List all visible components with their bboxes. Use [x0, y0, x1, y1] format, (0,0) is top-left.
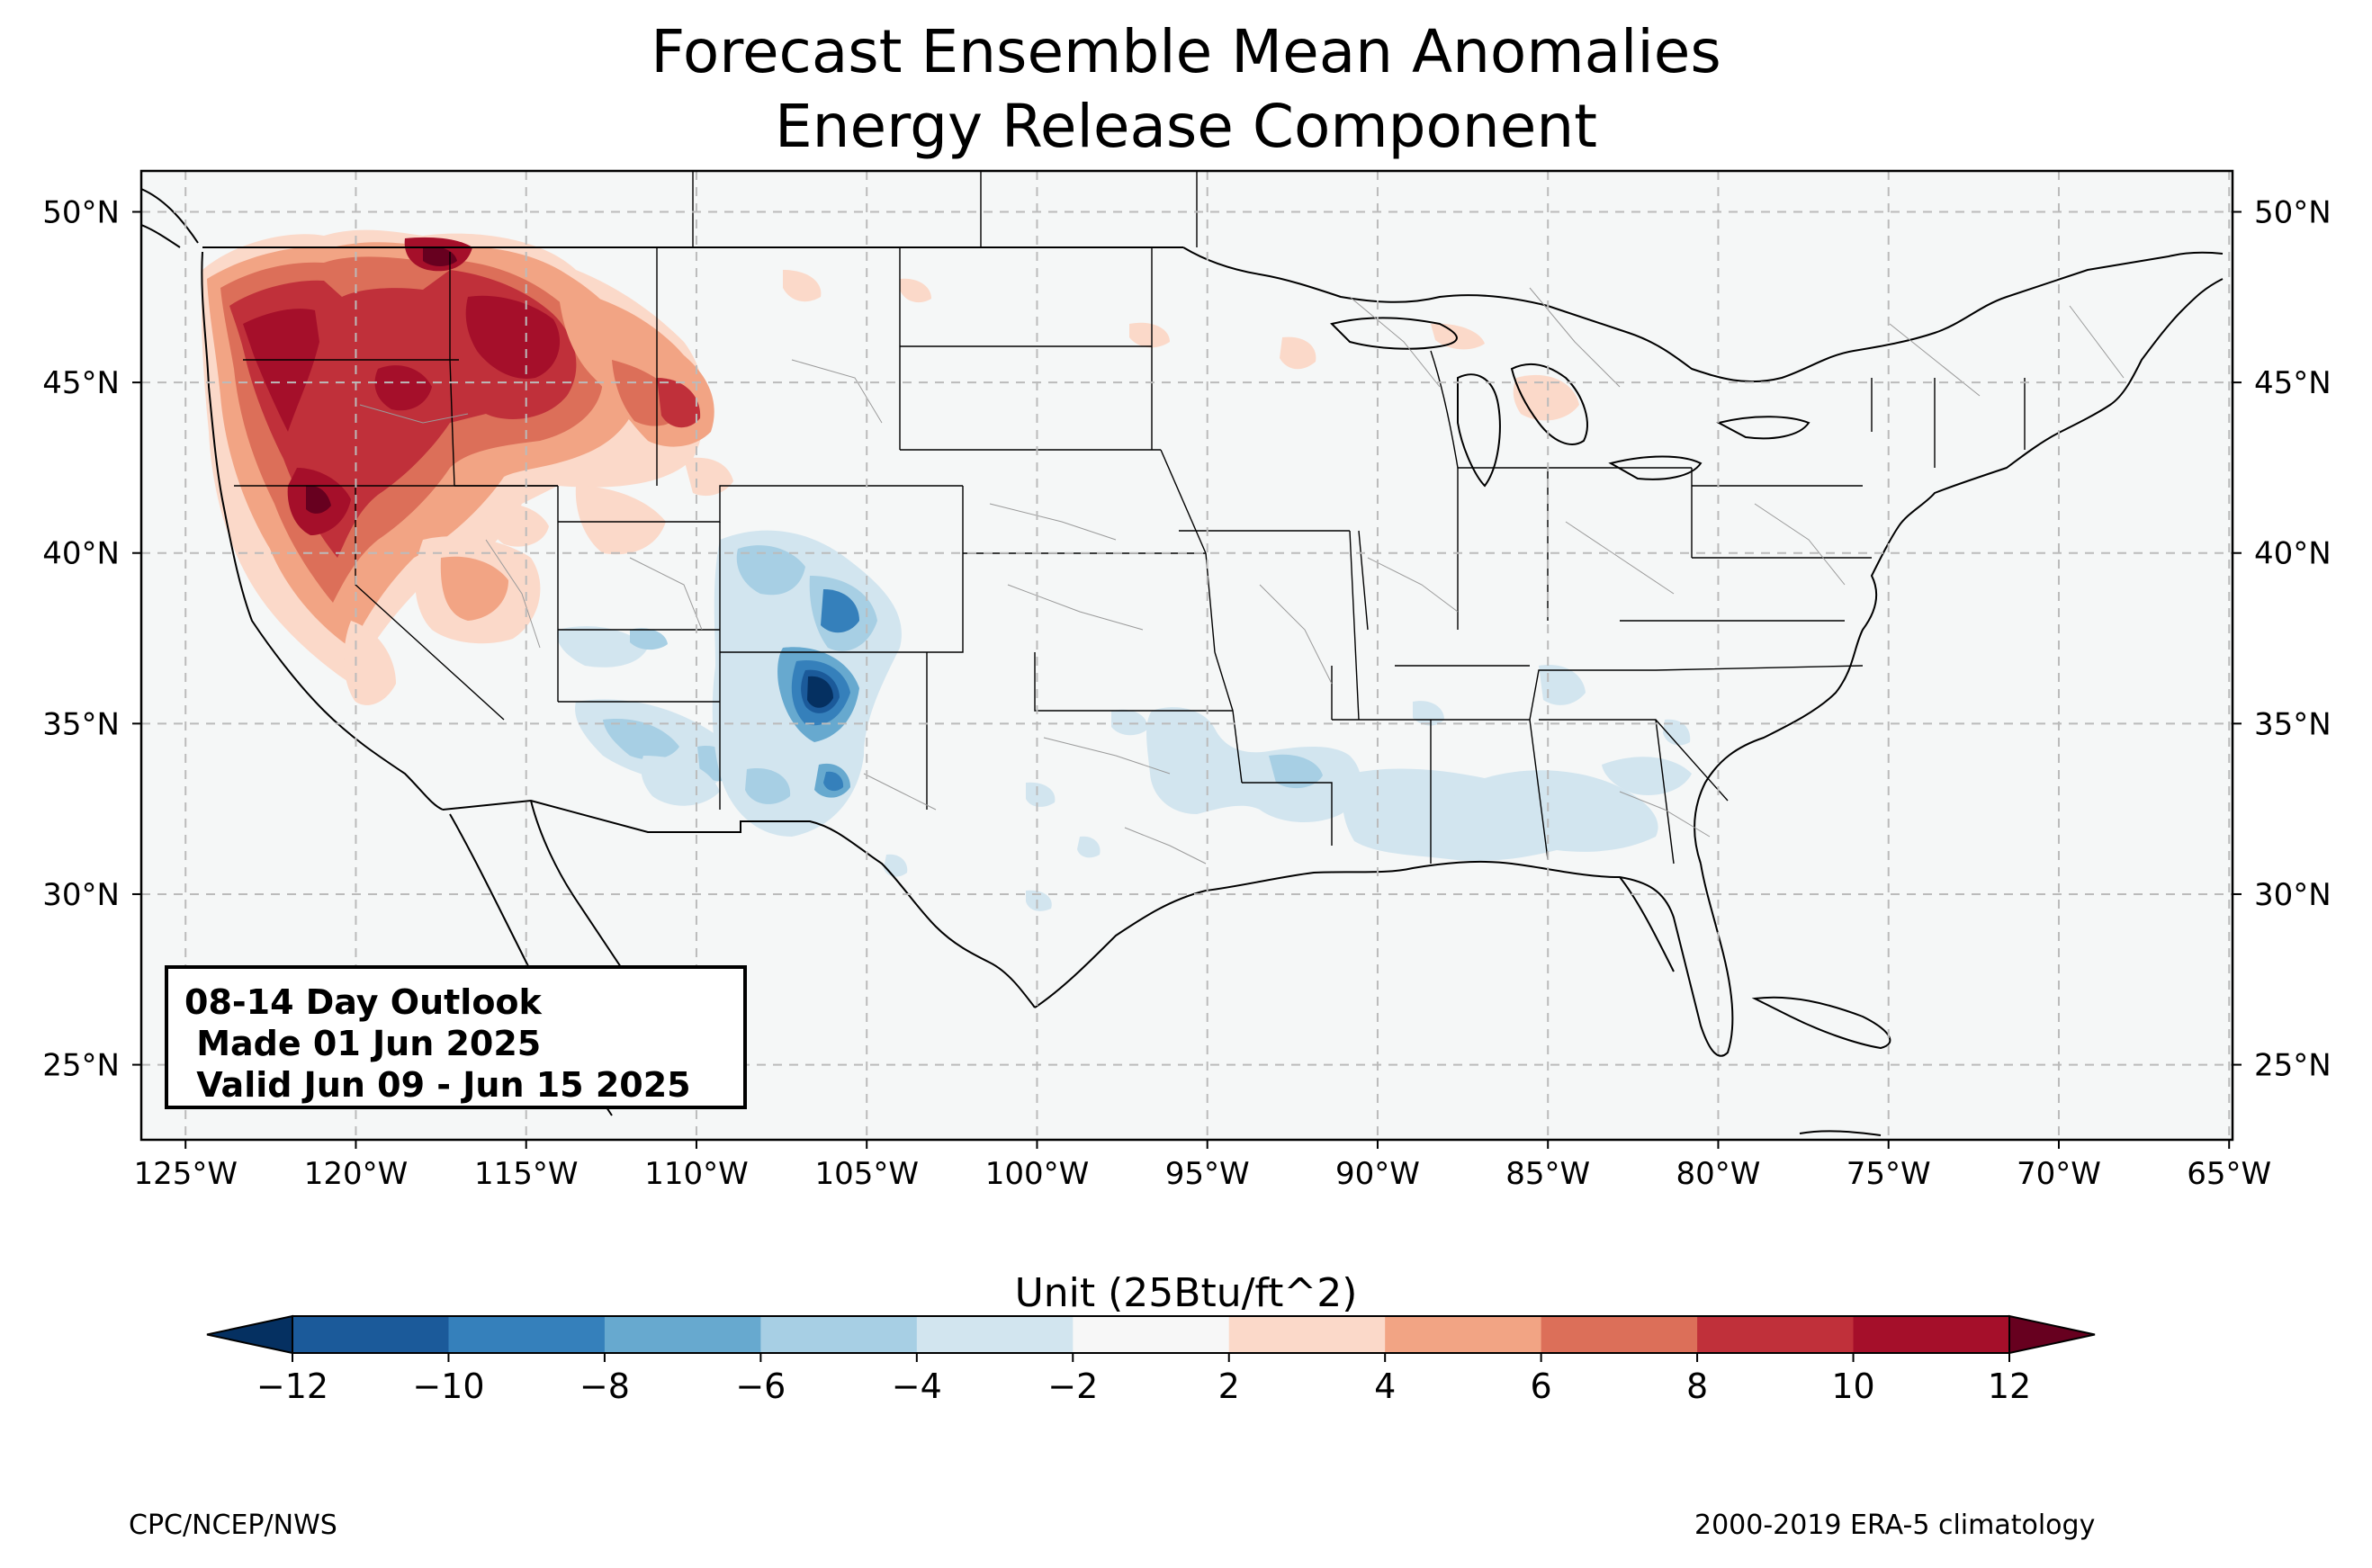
colorbar-tick-label: −12	[256, 1366, 328, 1406]
colorbar-label: Unit (25Btu/ft^2)	[1014, 1270, 1358, 1316]
colorbar-over-arrow	[2008, 1314, 2096, 1355]
colorbar-segment	[916, 1316, 1074, 1353]
colorbar-tick-label: 12	[1988, 1366, 2031, 1406]
colorbar-tick-label: 10	[1831, 1366, 1874, 1406]
positive-anomaly-northern-rockies	[558, 288, 714, 447]
lon-tick-label: 100°W	[985, 1156, 1090, 1192]
made-date: Made 01 Jun 2025	[184, 1024, 542, 1063]
lat-tick-label-left: 30°N	[42, 877, 120, 913]
lat-tick-label-right: 45°N	[2254, 365, 2332, 401]
colorbar-tick-label: 6	[1531, 1366, 1552, 1406]
chart-subtitle: Energy Release Component	[774, 92, 1598, 161]
negative-anomaly-southwest	[557, 530, 908, 877]
colorbar-segment	[292, 1316, 449, 1353]
colorbar-segment	[1228, 1316, 1386, 1353]
county-lines	[359, 287, 2125, 865]
colorbar-under-arrow	[206, 1314, 293, 1355]
footer-source: CPC/NCEP/NWS	[129, 1510, 337, 1541]
lat-tick-label-right: 50°N	[2254, 195, 2332, 231]
negative-anomaly-gulf-coast	[1026, 665, 1692, 911]
outlook-period: 08-14 Day Outlook	[184, 982, 542, 1022]
map-frame	[139, 169, 2234, 1142]
lat-tick-label-left: 25°N	[42, 1048, 120, 1084]
chart-title: Forecast Ensemble Mean Anomalies	[651, 17, 1721, 86]
colorbar-tick-label: −6	[735, 1366, 786, 1406]
gridlines	[141, 171, 2233, 1140]
lon-tick-label: 70°W	[2017, 1156, 2101, 1192]
outlook-info-box: 08-14 Day Outlook Made 01 Jun 2025 Valid…	[165, 965, 747, 1109]
colorbar-segment	[1697, 1316, 1855, 1353]
lat-tick-label-right: 25°N	[2254, 1048, 2332, 1084]
valid-range: Valid Jun 09 - Jun 15 2025	[184, 1065, 691, 1105]
footer-climatology: 2000-2019 ERA-5 climatology	[1694, 1510, 2096, 1541]
colorbar-tick-label: −10	[412, 1366, 484, 1406]
colorbar: −12 −10 −8 −6 −4 −2 2 4 6 8 10 12	[206, 1314, 2096, 1406]
lon-tick-label: 90°W	[1335, 1156, 1420, 1192]
colorbar-segment	[1385, 1316, 1542, 1353]
lon-tick-label: 95°W	[1165, 1156, 1250, 1192]
colorbar-tick-label: 2	[1218, 1366, 1240, 1406]
lat-tick-label-right: 35°N	[2254, 706, 2332, 742]
lon-tick-label: 80°W	[1676, 1156, 1761, 1192]
colorbar-outline	[292, 1315, 2010, 1354]
lon-tick-label: 120°W	[304, 1156, 409, 1192]
lat-tick-label-right: 40°N	[2254, 536, 2332, 572]
lat-tick-label-left: 50°N	[42, 195, 120, 231]
colorbar-tick-label: 8	[1686, 1366, 1708, 1406]
lon-tick-label: 125°W	[133, 1156, 238, 1192]
lon-tick-label: 65°W	[2187, 1156, 2271, 1192]
lat-tick-label-right: 30°N	[2254, 877, 2332, 913]
lon-tick-label: 85°W	[1505, 1156, 1590, 1192]
colorbar-tick-label: −8	[580, 1366, 630, 1406]
lon-tick-label: 75°W	[1846, 1156, 1931, 1192]
lon-tick-label: 105°W	[814, 1156, 919, 1192]
lon-tick-label: 115°W	[474, 1156, 579, 1192]
colorbar-segment	[604, 1316, 761, 1353]
colorbar-segment	[1541, 1316, 1698, 1353]
colorbar-tick-label: −4	[892, 1366, 942, 1406]
lat-tick-label-left: 45°N	[42, 365, 120, 401]
lat-tick-label-left: 35°N	[42, 706, 120, 742]
colorbar-segment	[448, 1316, 606, 1353]
anomaly-fill-layer	[201, 229, 1692, 911]
colorbar-segment	[760, 1316, 918, 1353]
colorbar-segment	[1853, 1316, 2010, 1353]
colorbar-tick-label: 4	[1374, 1366, 1396, 1406]
colorbar-tick-label: −2	[1047, 1366, 1098, 1406]
lon-tick-label: 110°W	[644, 1156, 749, 1192]
axis-ticks	[132, 211, 2242, 1149]
colorbar-segment	[1073, 1316, 1230, 1353]
axis-labels: 125°W 120°W 115°W 110°W 105°W 100°W 95°W 90°W 85…	[42, 195, 2331, 1192]
lat-tick-label-left: 40°N	[42, 536, 120, 572]
